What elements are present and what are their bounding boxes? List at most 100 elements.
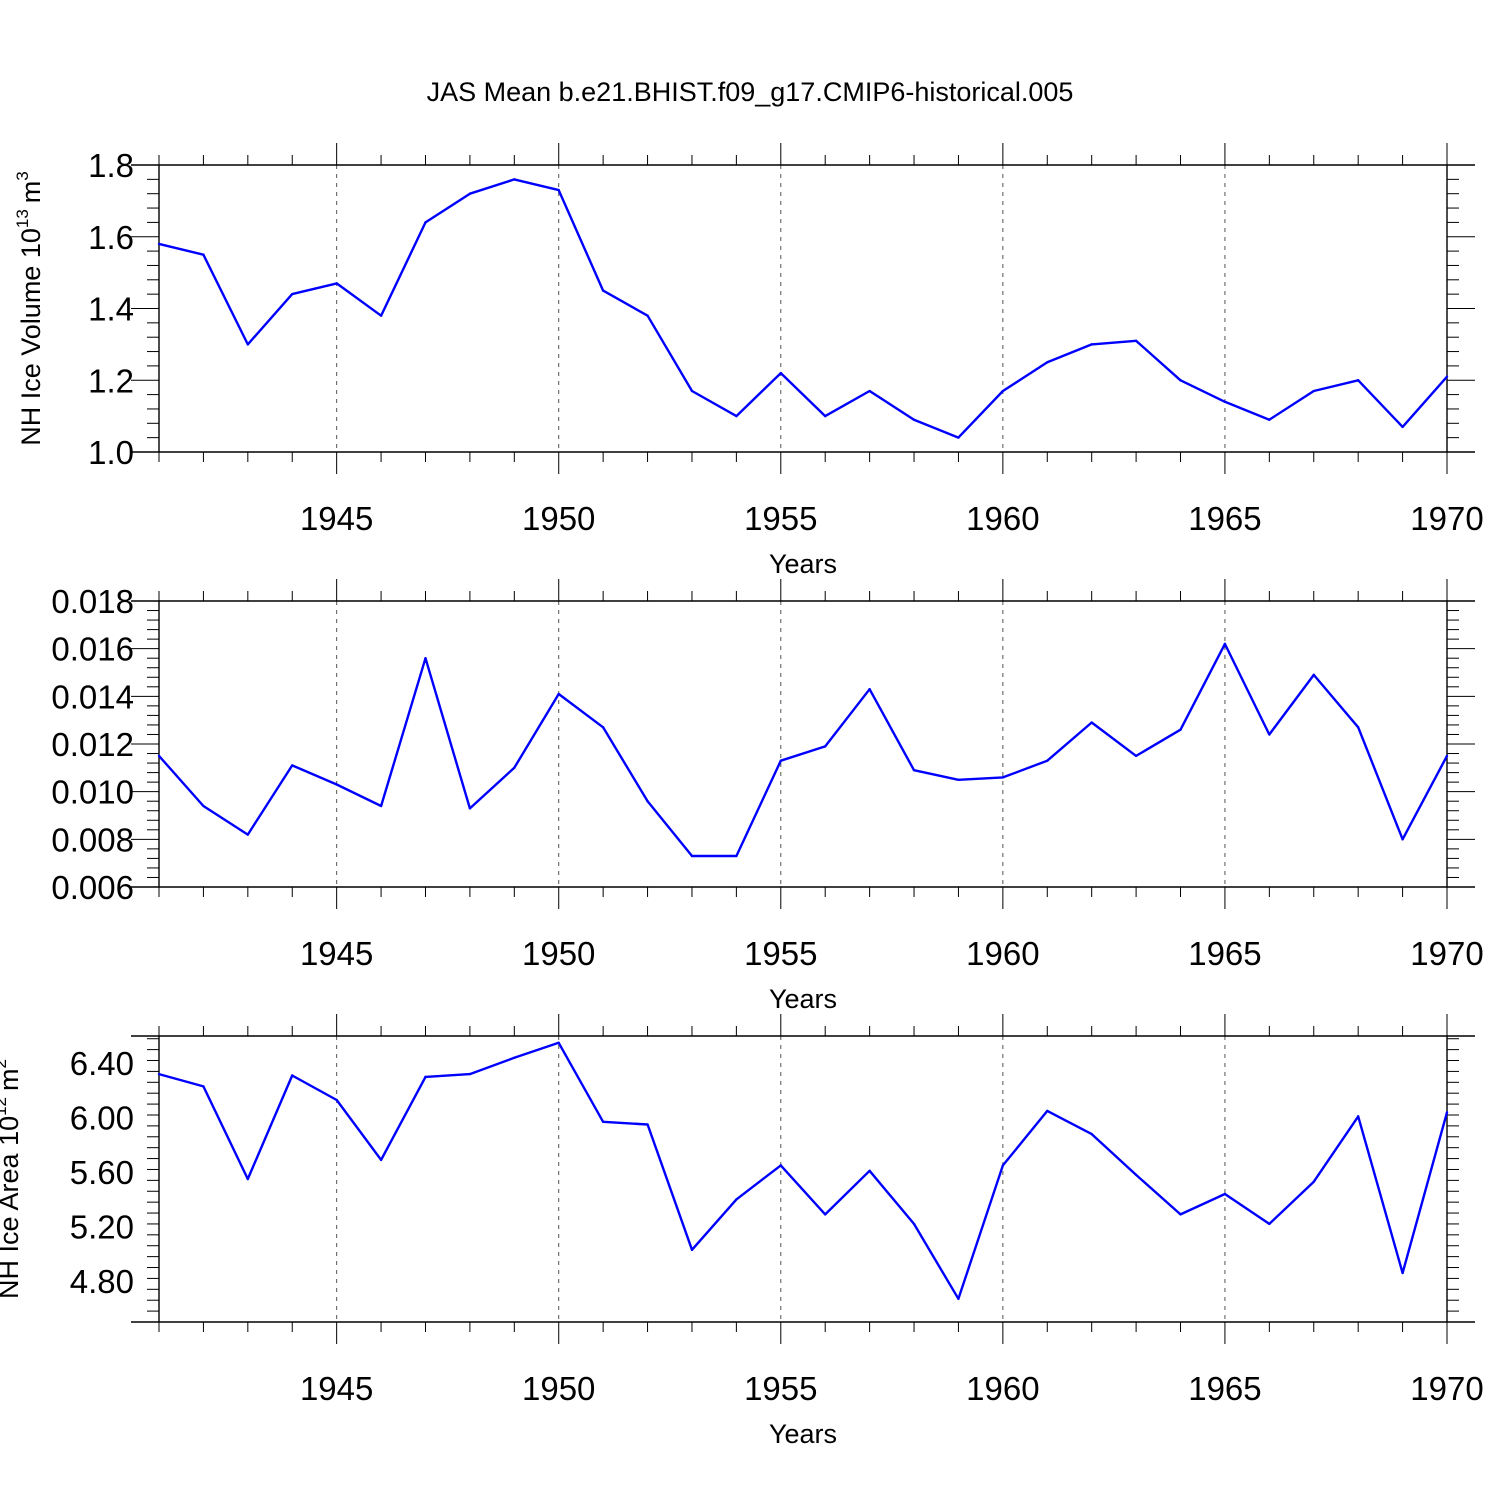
data-point — [1223, 400, 1227, 403]
data-point — [202, 804, 205, 808]
series-line-0-0 — [158, 178, 1448, 439]
data-point — [1046, 1109, 1049, 1113]
data-point — [1445, 754, 1449, 758]
data-point — [1134, 1173, 1138, 1177]
x-tick-label: 1965 — [1188, 1370, 1261, 1407]
y-axis-label-text: NH Ice Area 10 — [0, 1116, 24, 1299]
y-tick-label: 1.6 — [88, 219, 134, 256]
chart-panel-ice-volume: 1945 1950 1955 1960 1965 1970 Years 1.0 1.2 1.4 1.… — [13, 143, 1484, 579]
data-point — [1001, 1164, 1005, 1167]
data-point — [912, 418, 916, 421]
data-point — [1134, 754, 1138, 758]
data-point — [291, 292, 294, 296]
data-point — [601, 289, 605, 292]
y-tick-label: 0.008 — [51, 821, 134, 858]
y-axis-label-unit-exponent: 2 — [0, 1059, 10, 1068]
y-tick-label: 1.2 — [88, 362, 134, 399]
x-tick-label: 1950 — [522, 1370, 595, 1407]
data-point — [868, 389, 871, 393]
data-point — [1445, 375, 1449, 378]
data-point — [157, 242, 161, 246]
data-point — [335, 783, 338, 786]
data-point — [291, 764, 294, 767]
data-point — [779, 759, 782, 762]
data-point — [957, 436, 960, 439]
data-point — [513, 178, 516, 181]
data-point — [513, 766, 516, 770]
data-point — [735, 414, 738, 418]
data-point — [735, 1198, 738, 1201]
data-point — [1090, 721, 1093, 724]
y-tick-label: 1.4 — [88, 291, 134, 328]
y-tick-label: 4.80 — [70, 1263, 134, 1300]
data-point — [824, 745, 827, 748]
data-point — [779, 371, 782, 375]
chart-panel-middle: 1945 1950 1955 1960 1965 1970 Years 0.006 0.008 0… — [51, 579, 1484, 1014]
data-point — [157, 1072, 161, 1076]
data-point — [601, 1120, 605, 1124]
data-point — [1090, 343, 1093, 346]
y-tick-label: 0.016 — [51, 631, 134, 668]
x-tick-label: 1950 — [522, 935, 595, 972]
data-point — [1401, 425, 1404, 429]
y-tick-label: 6.00 — [70, 1100, 134, 1137]
data-point — [557, 188, 560, 192]
data-point — [779, 1164, 782, 1167]
data-point — [868, 687, 871, 691]
figure-title: JAS Mean b.e21.BHIST.f09_g17.CMIP6-histo… — [427, 77, 1074, 107]
x-tick-label: 1965 — [1188, 500, 1261, 537]
data-point — [690, 389, 694, 393]
y-axis-label-exponent: 12 — [0, 1097, 10, 1116]
data-point — [957, 778, 960, 781]
data-point — [1134, 339, 1138, 342]
y-axis-label: NH Ice Area 1012 m2 — [0, 1059, 24, 1299]
data-point — [335, 1098, 338, 1102]
data-point — [468, 1072, 472, 1076]
x-tick-label: 1945 — [300, 1370, 373, 1407]
data-point — [246, 343, 250, 346]
y-tick-label: 0.014 — [51, 678, 134, 715]
x-tick-label: 1970 — [1410, 935, 1483, 972]
x-axis-label: Years — [769, 984, 837, 1014]
data-point — [246, 1177, 250, 1181]
data-point — [1268, 733, 1271, 736]
data-point — [513, 1056, 516, 1059]
x-tick-label: 1945 — [300, 935, 373, 972]
y-tick-label: 0.018 — [51, 583, 134, 620]
x-tick-label: 1955 — [744, 500, 817, 537]
x-axis-label: Years — [769, 549, 837, 579]
data-point — [335, 282, 338, 285]
x-tick-label: 1970 — [1410, 500, 1483, 537]
data-point — [690, 854, 694, 858]
data-point — [1268, 418, 1271, 421]
data-point — [202, 1085, 205, 1088]
x-tick-label: 1950 — [522, 500, 595, 537]
data-point — [912, 1222, 916, 1226]
data-point — [646, 314, 649, 317]
data-point — [291, 1074, 294, 1077]
y-tick-label: 5.20 — [70, 1209, 134, 1246]
data-point — [1223, 1192, 1227, 1196]
x-tick-label: 1965 — [1188, 935, 1261, 972]
y-tick-label: 1.0 — [88, 434, 134, 471]
data-point — [424, 657, 427, 660]
series-line-1-0 — [158, 642, 1449, 858]
data-point — [1223, 642, 1227, 646]
data-point — [1356, 726, 1360, 729]
y-tick-label: 0.012 — [51, 726, 134, 763]
x-axis-label: Years — [769, 1419, 837, 1449]
data-point — [1356, 379, 1360, 382]
data-point — [468, 192, 472, 195]
data-point — [735, 854, 738, 858]
data-point — [1179, 1213, 1182, 1216]
chart-panel-ice-area: 1945 1950 1955 1960 1965 1970 Years 4.80 5.20 5.6… — [0, 1014, 1484, 1449]
data-point — [1356, 1115, 1360, 1118]
data-point — [1001, 389, 1005, 393]
data-point — [468, 807, 472, 810]
data-point — [424, 221, 427, 224]
data-point — [690, 1248, 694, 1252]
y-tick-label: 1.8 — [88, 147, 134, 184]
y-axis-label-text: NH Ice Volume 10 — [16, 228, 46, 446]
x-tick-label: 1960 — [966, 500, 1039, 537]
